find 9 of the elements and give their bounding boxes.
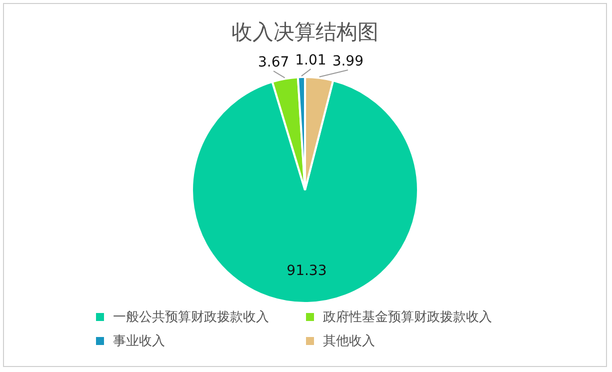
chart-title: 收入决算结构图 xyxy=(230,19,380,46)
data-label: 3.99 xyxy=(332,54,364,70)
legend-label: 事业收入 xyxy=(113,333,165,350)
legend-label: 一般公共预算财政拨款收入 xyxy=(113,309,269,326)
legend-label: 政府性基金预算财政拨款收入 xyxy=(323,309,492,326)
legend-label: 其他收入 xyxy=(323,333,375,350)
data-label: 91.33 xyxy=(286,262,327,279)
data-label: 1.01 xyxy=(295,52,326,69)
data-label: 3.67 xyxy=(258,54,290,71)
